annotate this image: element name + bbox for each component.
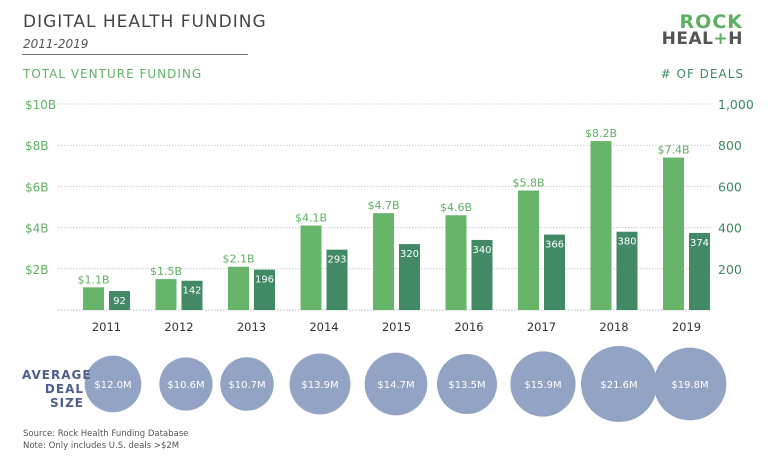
- deal-size-label: $10.7M: [228, 380, 265, 391]
- funding-bar: [518, 190, 539, 310]
- deal-size-bubble: [84, 355, 142, 413]
- deal-size-label: $10.6M: [167, 380, 204, 391]
- rock-health-logo: ROCK HEAL+H: [662, 11, 743, 48]
- logo-plus-icon: +: [713, 29, 729, 49]
- deals-data-label: 374: [690, 238, 709, 249]
- deals-data-label: 340: [472, 245, 491, 256]
- deal-size-bubble: [289, 353, 351, 415]
- chart-title: DIGITAL HEALTH FUNDING: [23, 12, 267, 32]
- deals-bar: [471, 239, 493, 310]
- funding-data-label: $5.8B: [512, 177, 544, 190]
- deals-bar: [254, 269, 275, 310]
- deals-bar: [544, 234, 565, 310]
- funding-data-label: $1.5B: [150, 265, 182, 278]
- funding-bar: [663, 157, 684, 310]
- right-tick-label: 1,000: [718, 97, 754, 112]
- left-tick-label: $2B: [25, 263, 49, 277]
- funding-bar: [590, 141, 612, 310]
- right-tick-label: 800: [718, 138, 742, 153]
- deals-data-label: 196: [255, 275, 274, 286]
- deals-data-label: 92: [113, 296, 126, 307]
- footnotes: Source: Rock Health Funding Database Not…: [23, 428, 188, 452]
- ads-label-line: AVERAGE: [22, 368, 92, 382]
- x-tick-label: 2017: [527, 320, 556, 334]
- deal-size-bubble: [510, 351, 576, 417]
- title-divider: [22, 54, 248, 55]
- deals-bar: [109, 291, 130, 310]
- deal-size-bubble: [436, 353, 498, 415]
- chart-subtitle: 2011-2019: [23, 37, 89, 51]
- x-tick-label: 2011: [92, 320, 121, 334]
- x-tick-label: 2016: [454, 320, 483, 334]
- logo-h: H: [728, 29, 743, 49]
- left-tick-label: $6B: [25, 180, 49, 194]
- deal-size-label: $13.9M: [301, 380, 338, 391]
- deals-bar: [616, 231, 638, 310]
- deals-data-label: 320: [400, 249, 419, 260]
- funding-bar: [300, 225, 322, 310]
- average-deal-size-label: AVERAGE DEAL SIZE: [22, 368, 92, 410]
- x-tick-label: 2013: [237, 320, 266, 334]
- deals-bar: [326, 249, 348, 310]
- funding-data-label: $4.6B: [440, 201, 472, 214]
- funding-data-label: $7.4B: [657, 144, 689, 157]
- funding-data-label: $4.7B: [367, 199, 399, 212]
- left-axis-title: TOTAL VENTURE FUNDING: [23, 67, 203, 81]
- x-tick-label: 2018: [599, 320, 628, 334]
- deals-data-label: 380: [617, 237, 636, 248]
- funding-bar: [373, 213, 394, 310]
- logo-heal: HEAL: [661, 29, 714, 49]
- deal-size-label: $15.9M: [524, 380, 561, 391]
- funding-bar: [83, 287, 104, 310]
- deal-size-label: $21.6M: [600, 380, 637, 391]
- logo-line-health: HEAL+H: [662, 31, 743, 48]
- deals-data-label: 142: [182, 286, 201, 297]
- deal-size-label: $12.0M: [94, 380, 131, 391]
- ads-label-line: DEAL: [44, 382, 84, 396]
- funding-data-label: $4.1B: [295, 212, 327, 225]
- left-tick-label: $4B: [25, 222, 49, 236]
- deal-note: Note: Only includes U.S. deals >$2M: [23, 441, 180, 451]
- source-note: Source: Rock Health Funding Database: [23, 429, 189, 439]
- deal-size-bubble: [653, 347, 727, 421]
- right-tick-label: 400: [718, 221, 742, 236]
- x-tick-label: 2015: [382, 320, 411, 334]
- left-tick-label: $8B: [25, 139, 49, 153]
- left-tick-label: $10B: [25, 98, 56, 112]
- deals-data-label: 293: [327, 255, 346, 266]
- x-tick-label: 2019: [672, 320, 701, 334]
- deal-size-bubble: [220, 357, 274, 411]
- right-tick-label: 600: [718, 179, 742, 194]
- ads-label-line: SIZE: [49, 396, 84, 410]
- x-tick-label: 2014: [309, 320, 338, 334]
- funding-data-label: $2.1B: [222, 253, 254, 266]
- funding-data-label: $1.1B: [77, 273, 109, 286]
- deals-bar: [399, 244, 420, 310]
- deal-size-label: $13.5M: [448, 380, 485, 391]
- deal-size-label: $19.8M: [671, 380, 708, 391]
- right-tick-label: 200: [718, 262, 742, 277]
- deals-data-label: 366: [545, 240, 564, 251]
- deals-bar: [689, 232, 710, 310]
- deal-size-bubble: [581, 346, 657, 422]
- funding-bar: [155, 279, 177, 310]
- funding-bar: [445, 215, 467, 310]
- funding-data-label: $8.2B: [585, 127, 617, 140]
- right-axis-title: # OF DEALS: [660, 67, 744, 81]
- funding-bar: [228, 266, 249, 310]
- deal-size-bubble: [364, 352, 428, 416]
- deal-size-label: $14.7M: [377, 380, 414, 391]
- deal-size-bubble: [159, 357, 213, 411]
- x-tick-label: 2012: [164, 320, 193, 334]
- logo-line-rock: ROCK: [679, 11, 743, 33]
- deals-bar: [181, 280, 203, 310]
